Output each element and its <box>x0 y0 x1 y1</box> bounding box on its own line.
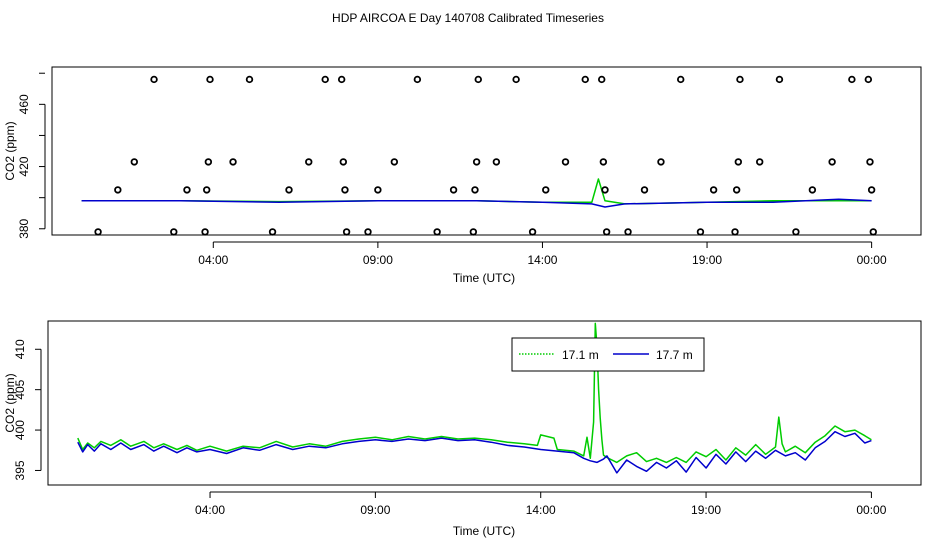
top-y-axis-label: CO2 (ppm) <box>3 121 17 180</box>
top-reference-point <box>696 228 705 236</box>
top-reference-point <box>867 186 876 194</box>
top-reference-point <box>337 75 346 84</box>
top-reference-point <box>624 228 632 236</box>
top-reference-point <box>201 228 209 236</box>
top-reference-point <box>245 75 254 84</box>
top-reference-point <box>561 158 570 166</box>
bottom-y-tick-label: 410 <box>13 339 27 359</box>
top-reference-point <box>581 75 589 84</box>
top-reference-point <box>183 186 191 194</box>
top-reference-point <box>268 228 277 236</box>
top-reference-point <box>734 158 743 166</box>
bottom-series-line-17-1-m <box>77 322 872 464</box>
bottom-y-tick-label: 405 <box>13 379 27 399</box>
top-reference-point <box>206 75 214 84</box>
top-reference-point <box>433 228 441 236</box>
bottom-x-axis-label: Time (UTC) <box>453 524 515 538</box>
top-reference-point <box>864 75 873 84</box>
top-reference-point <box>512 75 520 84</box>
figure-title: HDP AIRCOA E Day 140708 Calibrated Times… <box>332 11 604 25</box>
inlet-series-panel: 04:00 09:00 14:00 19:00 00:00 395 400 405 410 Ti… <box>3 320 922 538</box>
top-reference-point <box>114 186 122 194</box>
top-reference-point <box>869 228 877 236</box>
reference-points-panel: 04:00 09:00 14:00 19:00 00:00 380 420 460 Time … <box>3 66 922 285</box>
top-reference-point <box>598 75 606 84</box>
top-reference-point <box>542 186 550 194</box>
top-reference-point <box>170 228 178 236</box>
top-reference-point <box>469 228 478 236</box>
top-reference-point <box>756 158 764 166</box>
top-reference-point <box>601 186 609 194</box>
top-y-tick-label: 460 <box>17 94 31 114</box>
top-reference-point <box>599 158 608 166</box>
top-reference-point <box>341 186 349 194</box>
bottom-plot-frame <box>47 320 922 486</box>
top-reference-point <box>657 158 665 166</box>
top-reference-point <box>732 186 741 194</box>
top-reference-point <box>203 186 211 194</box>
top-reference-point <box>150 75 158 84</box>
top-reference-point <box>285 186 293 194</box>
top-reference-point <box>305 158 313 166</box>
top-reference-point <box>471 186 479 194</box>
top-reference-point <box>339 158 348 166</box>
top-reference-point <box>94 228 102 236</box>
bottom-y-axis-label: CO2 (ppm) <box>3 373 17 432</box>
legend: 17.1 m 17.7 m <box>511 337 705 372</box>
top-x-tick-label: 09:00 <box>363 253 393 267</box>
bottom-plot-axes: 04:00 09:00 14:00 19:00 00:00 395 400 405 410 <box>13 339 887 517</box>
bottom-x-tick-label: 04:00 <box>195 503 225 517</box>
top-reference-point <box>321 75 329 84</box>
top-reference-point <box>364 228 372 236</box>
top-reference-point <box>828 158 836 166</box>
top-reference-point <box>390 158 399 166</box>
bottom-series-line-17-7-m <box>77 430 872 474</box>
bottom-x-tick-label: 00:00 <box>856 503 886 517</box>
top-series-line-17-7-m <box>81 198 872 208</box>
top-reference-point <box>736 75 744 84</box>
top-reference-point <box>731 228 739 236</box>
top-reference-point <box>709 186 718 194</box>
top-x-tick-label: 19:00 <box>692 253 722 267</box>
top-x-tick-label: 04:00 <box>198 253 228 267</box>
top-reference-point <box>866 158 874 166</box>
top-reference-point <box>204 158 213 166</box>
top-plot-axes: 04:00 09:00 14:00 19:00 00:00 380 420 460 <box>17 72 887 267</box>
top-y-tick-label: 420 <box>17 156 31 176</box>
top-x-tick-label: 00:00 <box>857 253 887 267</box>
top-reference-point <box>848 75 856 84</box>
top-reference-point <box>449 186 458 194</box>
bottom-x-tick-label: 14:00 <box>526 503 556 517</box>
top-reference-point <box>474 75 482 84</box>
top-reference-point <box>342 228 351 236</box>
legend-label-17-1-m: 17.1 m <box>562 348 599 362</box>
top-x-axis-label: Time (UTC) <box>453 271 515 285</box>
top-x-tick-label: 14:00 <box>527 253 557 267</box>
bottom-x-tick-label: 09:00 <box>360 503 390 517</box>
bottom-x-tick-label: 19:00 <box>691 503 721 517</box>
top-y-tick-label: 380 <box>17 218 31 238</box>
top-reference-point <box>229 158 237 166</box>
top-reference-point <box>130 158 138 166</box>
legend-label-17-7-m: 17.7 m <box>656 348 693 362</box>
top-plot-marks <box>81 75 877 236</box>
top-reference-point <box>492 158 501 166</box>
top-reference-point <box>808 186 817 194</box>
top-reference-point <box>677 75 685 84</box>
top-reference-point <box>640 186 649 194</box>
top-reference-point <box>775 75 784 84</box>
top-reference-point <box>528 228 537 236</box>
top-reference-point <box>472 158 481 166</box>
bottom-plot-marks <box>77 322 872 474</box>
top-reference-point <box>602 228 611 236</box>
bottom-y-tick-label: 400 <box>13 420 27 440</box>
top-reference-point <box>792 228 800 236</box>
bottom-y-tick-label: 395 <box>13 460 27 480</box>
top-reference-point <box>374 186 382 194</box>
top-plot-frame <box>51 66 922 236</box>
top-reference-point <box>413 75 422 84</box>
